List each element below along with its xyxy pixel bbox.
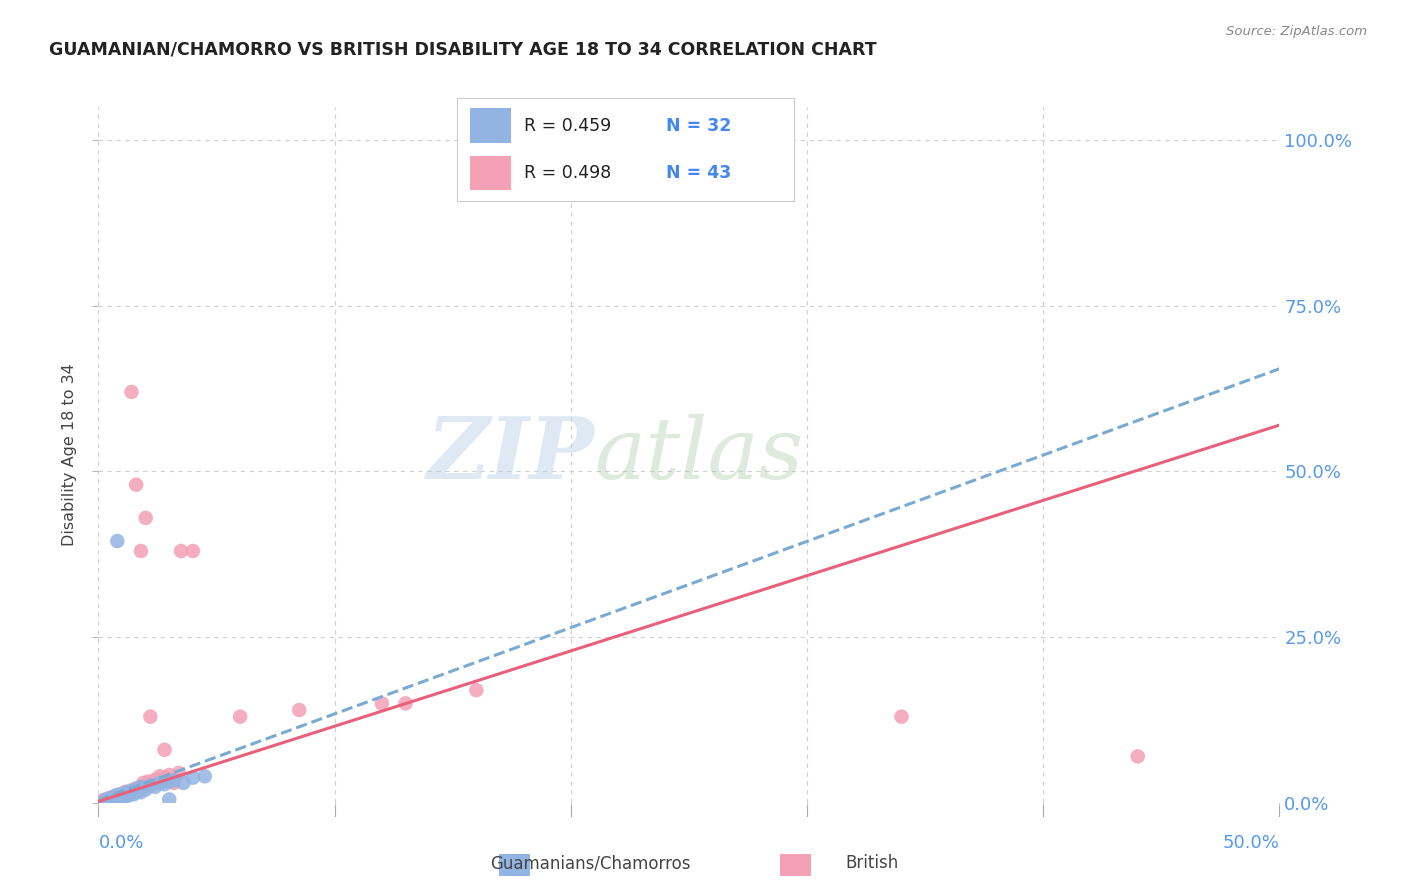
Text: N = 32: N = 32: [666, 117, 731, 135]
Point: [121, 787, 143, 801]
Point: [157, 774, 180, 789]
Text: 0.0%: 0.0%: [98, 834, 143, 852]
Point: [112, 785, 135, 799]
Point: [157, 792, 180, 806]
Point: [98, 790, 121, 805]
Point: [229, 709, 252, 723]
Point: [143, 772, 166, 787]
Point: [1126, 749, 1149, 764]
Point: [139, 709, 162, 723]
Point: [163, 773, 186, 788]
Point: [115, 788, 138, 802]
Point: [105, 788, 128, 802]
Point: [115, 785, 138, 799]
Text: Guamanians/Chamorros: Guamanians/Chamorros: [491, 855, 690, 872]
Point: [139, 779, 162, 793]
Point: [115, 789, 138, 804]
Text: R = 0.498: R = 0.498: [524, 164, 612, 182]
Point: [129, 780, 152, 794]
Text: atlas: atlas: [595, 414, 804, 496]
Point: [125, 477, 148, 491]
Point: [371, 697, 394, 711]
Point: [157, 768, 180, 782]
Point: [181, 771, 204, 785]
Point: [118, 784, 141, 798]
Point: [394, 697, 416, 711]
Text: Source: ZipAtlas.com: Source: ZipAtlas.com: [1226, 25, 1367, 38]
Point: [135, 782, 157, 797]
Point: [104, 789, 127, 804]
Point: [194, 769, 217, 783]
FancyBboxPatch shape: [471, 155, 510, 190]
Point: [153, 777, 176, 791]
Point: [170, 544, 193, 558]
Point: [132, 776, 155, 790]
Point: [167, 766, 190, 780]
Y-axis label: Disability Age 18 to 34: Disability Age 18 to 34: [62, 364, 77, 546]
Point: [98, 794, 121, 808]
Text: 50.0%: 50.0%: [1223, 834, 1279, 852]
Point: [125, 782, 148, 797]
Point: [112, 787, 135, 801]
Point: [105, 790, 128, 805]
Point: [129, 780, 152, 794]
Point: [129, 544, 152, 558]
Point: [153, 771, 176, 785]
Text: R = 0.459: R = 0.459: [524, 117, 612, 135]
Point: [128, 784, 150, 798]
Text: ZIP: ZIP: [426, 413, 595, 497]
Point: [149, 776, 172, 790]
Point: [105, 792, 128, 806]
Point: [111, 789, 134, 804]
Point: [153, 743, 176, 757]
Text: British: British: [845, 855, 898, 872]
Point: [108, 790, 131, 805]
Point: [111, 792, 134, 806]
Point: [135, 779, 157, 793]
Point: [105, 534, 128, 549]
Point: [129, 785, 152, 799]
Text: N = 43: N = 43: [666, 164, 731, 182]
Point: [288, 703, 311, 717]
Point: [139, 777, 162, 791]
Point: [125, 781, 148, 796]
Point: [104, 789, 127, 804]
Point: [111, 789, 134, 804]
Point: [181, 544, 204, 558]
Point: [108, 788, 131, 802]
Point: [91, 793, 114, 807]
Text: GUAMANIAN/CHAMORRO VS BRITISH DISABILITY AGE 18 TO 34 CORRELATION CHART: GUAMANIAN/CHAMORRO VS BRITISH DISABILITY…: [49, 40, 877, 58]
Point: [121, 384, 143, 399]
Point: [560, 156, 582, 170]
Point: [118, 788, 141, 802]
Point: [101, 790, 124, 805]
Point: [97, 792, 120, 806]
Point: [136, 774, 159, 789]
Point: [163, 776, 186, 790]
Point: [94, 792, 117, 806]
Point: [122, 782, 145, 797]
Point: [143, 780, 166, 794]
Point: [121, 784, 143, 798]
Point: [135, 511, 157, 525]
Point: [643, 156, 665, 170]
Point: [101, 792, 124, 806]
Point: [465, 683, 488, 698]
Point: [122, 787, 145, 801]
Point: [104, 793, 127, 807]
Point: [890, 709, 912, 723]
Point: [172, 776, 194, 790]
Point: [128, 781, 150, 796]
FancyBboxPatch shape: [471, 108, 510, 144]
Point: [149, 769, 172, 783]
